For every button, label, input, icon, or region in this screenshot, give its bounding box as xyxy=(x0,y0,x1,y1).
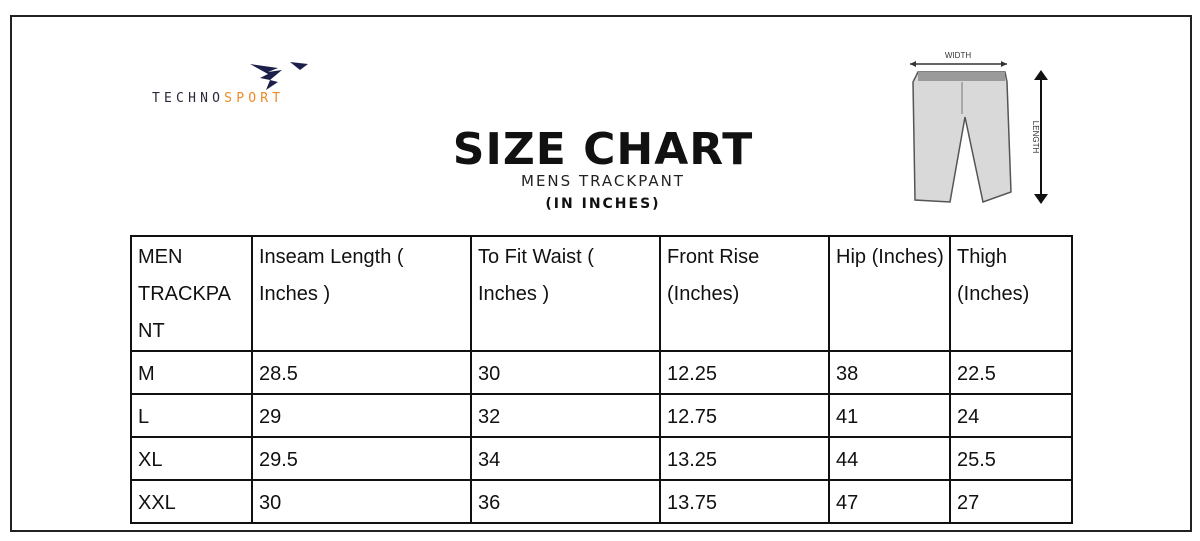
header-cell: Hip (Inches) xyxy=(828,235,951,352)
table-cell: XL xyxy=(130,436,253,481)
table-cell: 13.25 xyxy=(659,436,830,481)
header-cell: MEN TRACKPA NT xyxy=(130,235,253,352)
table-cell: 12.25 xyxy=(659,350,830,395)
table-cell: 38 xyxy=(828,350,951,395)
header-cell: Front Rise (Inches) xyxy=(659,235,830,352)
table-cell: 30 xyxy=(251,479,472,524)
table-cell: 27 xyxy=(949,479,1073,524)
table-cell: 13.75 xyxy=(659,479,830,524)
brand-name: TECHNOSPORT xyxy=(152,91,285,106)
size-table: MEN TRACKPA NT Inseam Length ( Inches ) … xyxy=(130,235,1073,524)
technosport-logo xyxy=(250,62,308,90)
table-header-row: MEN TRACKPA NT Inseam Length ( Inches ) … xyxy=(130,235,1073,352)
length-label: LENGTH xyxy=(1031,121,1040,154)
table-cell: 28.5 xyxy=(251,350,472,395)
header-cell: Thigh (Inches) xyxy=(949,235,1073,352)
trackpant-diagram: WIDTH LENGTH xyxy=(910,51,1048,204)
table-row: L 29 32 12.75 41 24 xyxy=(130,393,1073,438)
width-label: WIDTH xyxy=(945,51,971,60)
table-cell: 12.75 xyxy=(659,393,830,438)
header-cell: Inseam Length ( Inches ) xyxy=(251,235,472,352)
table-cell: 22.5 xyxy=(949,350,1073,395)
table-cell: 29 xyxy=(251,393,472,438)
table-cell: 44 xyxy=(828,436,951,481)
table-cell: 29.5 xyxy=(251,436,472,481)
header-cell: To Fit Waist ( Inches ) xyxy=(470,235,661,352)
table-cell: 32 xyxy=(470,393,661,438)
table-cell: 36 xyxy=(470,479,661,524)
table-row: XXL 30 36 13.75 47 27 xyxy=(130,479,1073,524)
chart-frame xyxy=(10,15,1192,532)
page-title: SIZE CHART xyxy=(452,124,754,175)
table-cell: L xyxy=(130,393,253,438)
table-cell: 24 xyxy=(949,393,1073,438)
table-cell: 41 xyxy=(828,393,951,438)
table-cell: 47 xyxy=(828,479,951,524)
unit-label: (IN INCHES) xyxy=(545,196,661,212)
table-cell: M xyxy=(130,350,253,395)
table-row: M 28.5 30 12.25 38 22.5 xyxy=(130,350,1073,395)
table-cell: 34 xyxy=(470,436,661,481)
table-cell: 25.5 xyxy=(949,436,1073,481)
subtitle: MENS TRACKPANT xyxy=(521,172,685,190)
table-row: XL 29.5 34 13.25 44 25.5 xyxy=(130,436,1073,481)
table-cell: XXL xyxy=(130,479,253,524)
table-cell: 30 xyxy=(470,350,661,395)
